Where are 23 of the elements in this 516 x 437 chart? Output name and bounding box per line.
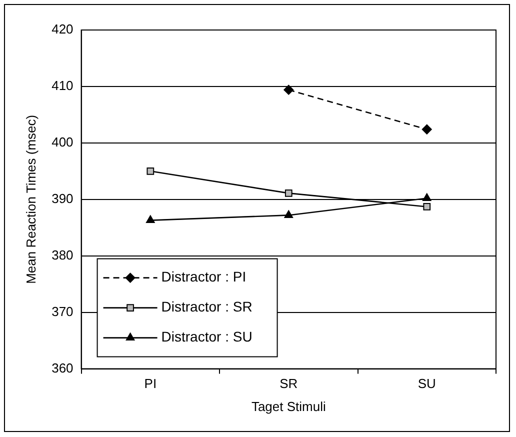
y-tick-label: 400 <box>52 134 74 150</box>
x-tick-label: PI <box>144 376 157 392</box>
y-tick-label: 380 <box>52 247 74 262</box>
y-tick-label: 370 <box>52 304 74 319</box>
y-tick-label: 410 <box>52 78 74 94</box>
point <box>284 84 294 95</box>
x-tick-label: SR <box>280 376 298 392</box>
y-tick-label: 360 <box>52 360 74 376</box>
y-axis-title: Mean Reaction Times (msec) <box>23 114 38 284</box>
point <box>146 215 155 224</box>
point <box>423 203 431 210</box>
point <box>422 124 432 134</box>
x-axis-title: Taget Stimuli <box>251 398 326 414</box>
y-tick-label: 390 <box>52 190 74 206</box>
y-tick-label: 420 <box>52 22 74 37</box>
point <box>422 193 432 202</box>
point <box>284 190 292 197</box>
point <box>284 210 294 218</box>
point <box>146 167 154 175</box>
legend-label: Distractor : SR <box>161 298 252 315</box>
legend-label: Distractor : PI <box>161 268 246 285</box>
legend-label: Distractor : SU <box>161 328 252 345</box>
x-tick-label: SU <box>418 376 436 392</box>
